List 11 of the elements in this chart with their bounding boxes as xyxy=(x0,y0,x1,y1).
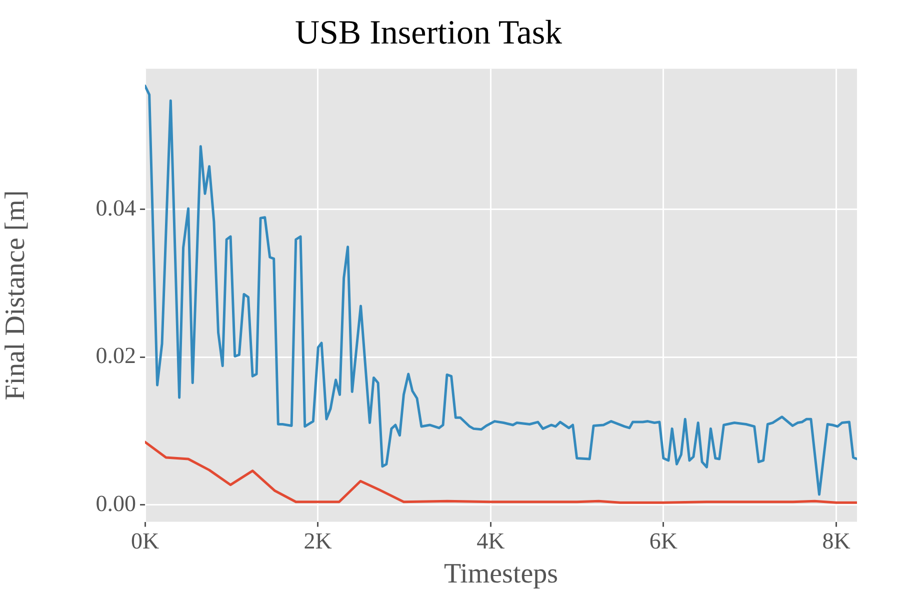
y-tick-label: 0.04 xyxy=(96,195,136,220)
y-axis-title: Final Distance [m] xyxy=(0,190,32,400)
y-tick-label: 0.00 xyxy=(96,490,136,516)
y-tick-label: 0.02 xyxy=(96,343,136,368)
x-tick-label: 0K xyxy=(130,528,160,554)
x-tick-label: 2K xyxy=(304,528,332,554)
x-tick-label: 6K xyxy=(649,528,678,554)
x-axis-title: Timesteps xyxy=(444,558,558,590)
chart-title: USB Insertion Task xyxy=(294,14,562,52)
x-tick-label: 4K xyxy=(476,528,506,554)
x-tick-label: 8K xyxy=(822,528,851,554)
